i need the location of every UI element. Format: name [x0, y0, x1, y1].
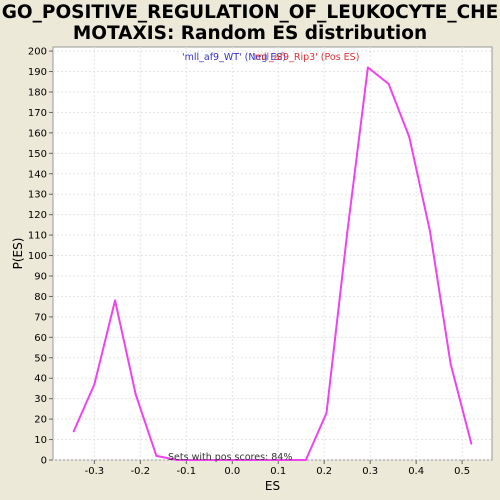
data-point [428, 230, 431, 233]
y-tick-label: 120 [28, 210, 47, 221]
data-point [217, 459, 220, 461]
data-point [238, 459, 241, 461]
y-tick-label: 140 [28, 169, 47, 180]
data-point [408, 135, 411, 138]
data-point [134, 393, 137, 396]
data-point [176, 459, 179, 461]
axes: 0 10 20 30 40 50 60 70 80 90 100 110 120 130 140 150 160… [28, 47, 470, 477]
data-point [366, 66, 369, 69]
data-point [279, 459, 282, 461]
data-point [449, 362, 452, 365]
data-point [470, 442, 473, 445]
data-point [155, 454, 158, 457]
data-point [325, 411, 328, 414]
x-tick-label: 0.0 [224, 466, 240, 477]
y-tick-label: 170 [28, 108, 47, 119]
y-tick-label: 190 [28, 67, 47, 78]
y-tick-label: 110 [28, 231, 47, 242]
data-point [304, 459, 307, 461]
chart-title-line-1: GO_POSITIVE_REGULATION_OF_LEUKOCYTE_CHE [1, 2, 499, 23]
grid-lines [53, 47, 492, 461]
y-tick-label: 200 [28, 47, 47, 58]
x-tick-label: 0.1 [270, 466, 286, 477]
y-tick-label: 130 [28, 190, 47, 201]
data-point [114, 299, 117, 302]
legend-entry-neg: 'mll_af9_WT' (Neg ES) [182, 52, 286, 63]
y-tick-label: 20 [34, 415, 47, 426]
x-tick-label: 0.3 [362, 466, 378, 477]
y-tick-label: 150 [28, 149, 47, 160]
y-tick-label: 50 [34, 353, 47, 364]
data-point [72, 430, 75, 433]
y-tick-label: 10 [34, 435, 47, 446]
x-tick-label: -0.2 [131, 466, 151, 477]
y-tick-label: 80 [34, 292, 47, 303]
x-tick-label: -0.3 [85, 466, 105, 477]
x-axis-label: ES [265, 479, 280, 493]
x-tick-label: 0.2 [316, 466, 332, 477]
data-point [387, 82, 390, 85]
plot-area [52, 46, 493, 461]
y-tick-label: 40 [34, 374, 47, 385]
y-tick-label: 180 [28, 87, 47, 98]
y-tick-label: 90 [34, 271, 47, 282]
chart-title: GO_POSITIVE_REGULATION_OF_LEUKOCYTE_CHE … [0, 2, 500, 44]
x-tick-label: 0.5 [454, 466, 470, 477]
data-point [346, 232, 349, 235]
y-tick-label: 60 [34, 333, 47, 344]
data-point [258, 459, 261, 461]
y-axis-label: P(ES) [11, 238, 25, 270]
data-point [93, 383, 96, 386]
x-tick-label: -0.1 [177, 466, 197, 477]
legend-entry-pos: 'mll_af9_Rip3' (Pos ES) [252, 52, 359, 63]
y-tick-label: 70 [34, 312, 47, 323]
y-tick-label: 160 [28, 128, 47, 139]
y-tick-label: 100 [28, 251, 47, 262]
chart-title-line-2: MOTAXIS: Random ES distribution [72, 23, 428, 44]
data-point [196, 459, 199, 461]
annotation-text: Sets with pos scores: 84% [168, 452, 292, 463]
x-tick-label: 0.4 [408, 466, 424, 477]
distribution-line [72, 66, 473, 461]
series-group [72, 66, 473, 461]
y-tick-label: 30 [34, 394, 47, 405]
y-tick-label: 0 [41, 456, 47, 467]
